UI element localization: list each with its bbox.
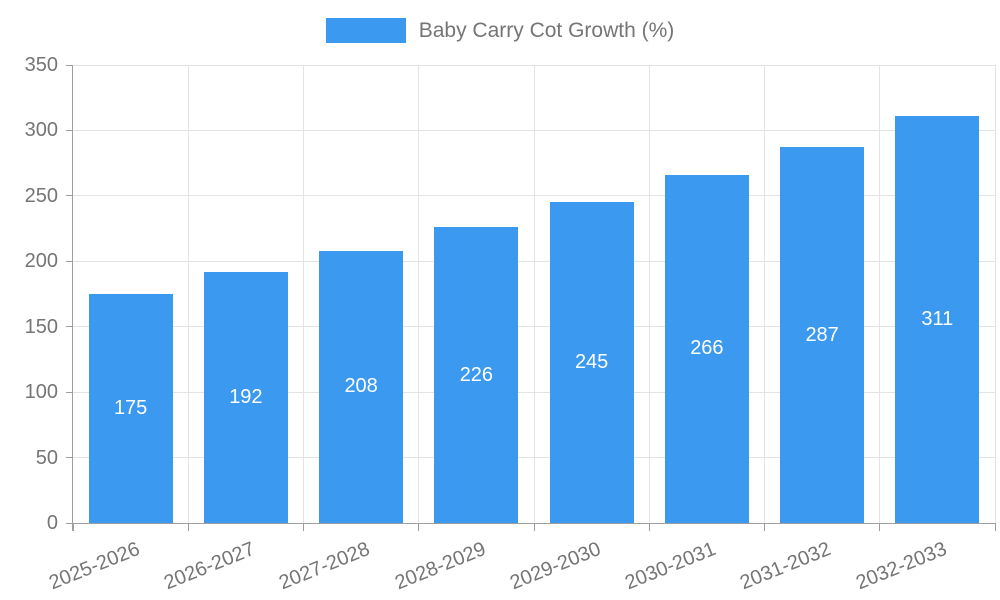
bar[interactable]: 175: [88, 294, 173, 523]
y-axis-tick: [66, 64, 73, 66]
bar[interactable]: 208: [319, 250, 404, 523]
x-axis-tick: [879, 523, 881, 531]
bar[interactable]: 287: [780, 147, 865, 523]
x-axis-tick: [764, 523, 765, 531]
bar[interactable]: 266: [664, 174, 749, 523]
y-axis-label: 0: [46, 512, 58, 534]
x-axis-tick: [72, 523, 74, 531]
x-axis-label: 2032-2033: [852, 538, 950, 595]
bar-value-label: 266: [690, 337, 724, 360]
y-axis-label: 50: [35, 446, 58, 469]
x-axis-line: [73, 523, 995, 524]
y-axis-label: 300: [24, 119, 58, 142]
y-axis-line: [72, 65, 73, 531]
y-axis-tick: [66, 391, 73, 393]
y-axis-tick: [66, 129, 73, 131]
x-axis-label: 2030-2031: [622, 538, 720, 595]
x-axis-label: 2025-2026: [45, 538, 143, 595]
gridline-vertical: [994, 65, 996, 523]
x-axis-label: 2028-2029: [391, 538, 489, 595]
bar[interactable]: 226: [434, 227, 519, 523]
y-axis-tick: [66, 195, 73, 197]
chart-legend[interactable]: Baby Carry Cot Growth (%): [0, 16, 1000, 44]
x-axis-tick: [303, 523, 304, 531]
x-axis-label: 2027-2028: [276, 538, 374, 595]
bar-value-label: 245: [574, 351, 609, 374]
y-axis-tick: [66, 522, 73, 524]
legend-label: Baby Carry Cot Growth (%): [418, 18, 675, 42]
y-axis-tick: [66, 326, 73, 328]
gridline-vertical: [648, 65, 650, 523]
y-axis-label: 150: [24, 315, 58, 338]
bar-value-label: 287: [805, 323, 839, 346]
gridline-vertical: [418, 65, 420, 523]
y-axis-label: 350: [24, 54, 58, 76]
gridline-vertical: [764, 65, 765, 523]
bar-value-label: 175: [113, 397, 148, 419]
gridline-vertical: [303, 65, 304, 523]
gridline-vertical: [533, 65, 535, 523]
y-axis-tick: [66, 260, 73, 262]
x-axis-tick: [533, 523, 535, 531]
x-axis-tick: [994, 523, 996, 531]
legend-swatch: [325, 17, 406, 43]
x-axis-tick: [418, 523, 420, 531]
y-axis-tick: [66, 457, 73, 459]
bar-value-label: 192: [229, 385, 263, 408]
gridline-vertical: [879, 65, 881, 523]
y-axis-label: 250: [24, 184, 58, 207]
x-axis-label: 2031-2032: [737, 538, 835, 595]
bar[interactable]: 192: [203, 271, 288, 523]
x-axis-tick: [648, 523, 650, 531]
bar-value-label: 208: [344, 375, 378, 398]
x-axis-tick: [187, 523, 189, 531]
bar[interactable]: 311: [895, 116, 980, 523]
bar[interactable]: 245: [549, 202, 634, 523]
y-axis-label: 100: [24, 381, 58, 404]
bar-value-label: 226: [459, 363, 494, 386]
y-axis-label: 200: [24, 250, 58, 273]
x-axis-label: 2029-2030: [506, 538, 604, 595]
x-axis-label: 2026-2027: [161, 538, 259, 595]
bar-value-label: 311: [921, 308, 954, 330]
gridline-vertical: [187, 65, 189, 523]
